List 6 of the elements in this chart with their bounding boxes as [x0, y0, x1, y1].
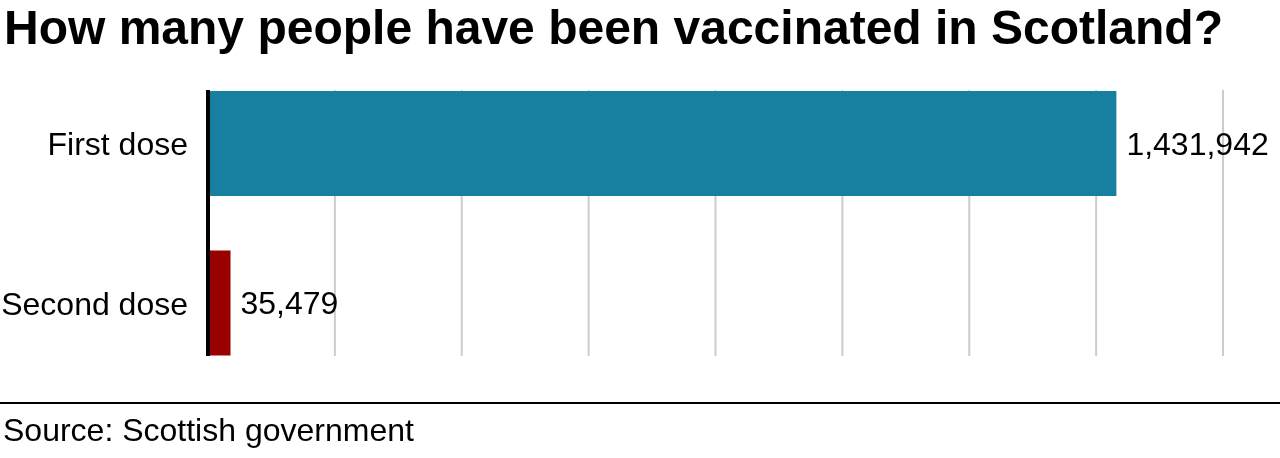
- source-note: Source: Scottish government: [3, 412, 414, 448]
- y-tick-label: Second dose: [1, 285, 188, 322]
- data-label: 1,431,942: [1126, 125, 1269, 162]
- chart-title: How many people have been vaccinated in Scotland?: [4, 0, 1223, 56]
- data-label: 35,479: [240, 285, 339, 322]
- y-tick-label: First dose: [47, 126, 188, 163]
